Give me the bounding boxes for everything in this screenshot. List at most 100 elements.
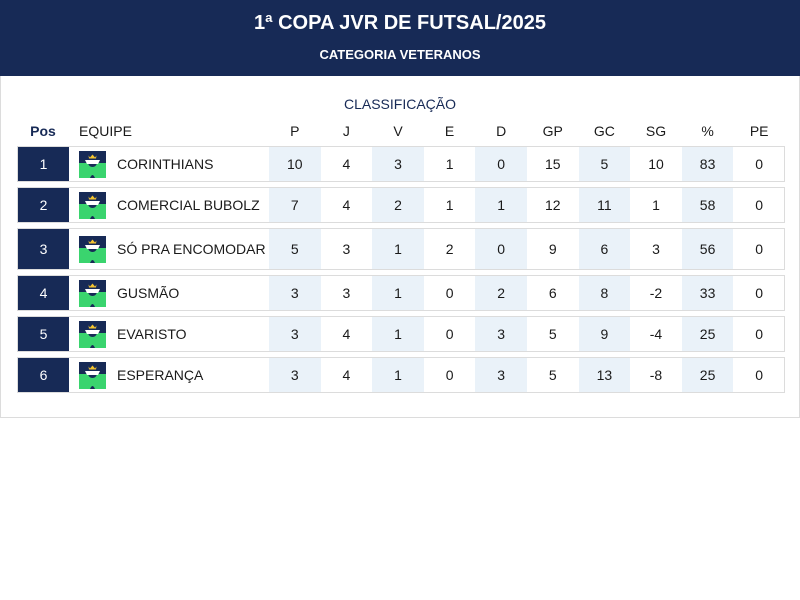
- column-header-team: EQUIPE: [79, 123, 132, 139]
- stat-cell: 0: [755, 156, 764, 172]
- position-badge: 5: [18, 317, 69, 351]
- stat-cell: 1: [445, 197, 454, 213]
- stat-cell: 15: [545, 156, 561, 172]
- table-row: 4 GUSMÃO 3 3 1 0 2 6 8 -2 33 0: [17, 275, 785, 311]
- stat-cell: 10: [648, 156, 664, 172]
- stat-cell: 6: [578, 229, 631, 269]
- stat-cell: 4: [342, 367, 351, 383]
- stat-cell: -4: [649, 326, 663, 342]
- stat-cell: 5: [548, 367, 557, 383]
- page-title: 1ª COPA JVR DE FUTSAL/2025: [254, 12, 546, 34]
- stat-cell: 5: [269, 229, 321, 269]
- stat-cell: 12: [545, 197, 561, 213]
- table-row: 3 SÓ PRA ENCOMODAR 5 3 1 2 0 9 6 3 56 0: [17, 228, 785, 270]
- stat-cell: 11: [578, 188, 631, 222]
- stat-cell: 4: [342, 197, 351, 213]
- team-name: SÓ PRA ENCOMODAR: [117, 241, 266, 257]
- stat-cell: 5: [578, 147, 631, 181]
- position-badge: 1: [18, 147, 69, 181]
- team-name: ESPERANÇA: [117, 367, 204, 383]
- column-header-stat: SG: [645, 123, 667, 139]
- stat-cell: 0: [755, 241, 764, 257]
- table-row: 2 COMERCIAL BUBOLZ 7 4 2 1 1 12 11 1 58 0: [17, 187, 785, 223]
- table-row: 1 CORINTHIANS 10 4 3 1 0 15 5 10 83 0: [17, 146, 785, 182]
- team-crest-icon: [79, 236, 106, 263]
- page-subtitle: CATEGORIA VETERANOS: [319, 47, 481, 62]
- stat-cell: 0: [755, 326, 764, 342]
- stat-cell: 2: [372, 188, 424, 222]
- stat-cell: 0: [445, 285, 454, 301]
- position-badge: 6: [18, 358, 69, 392]
- stat-cell: 4: [342, 326, 351, 342]
- stat-cell: 3: [342, 241, 351, 257]
- stat-cell: 2: [445, 241, 454, 257]
- stat-cell: 0: [475, 147, 527, 181]
- team-crest-icon: [79, 321, 106, 348]
- column-header-stat: V: [393, 123, 403, 139]
- stat-cell: 9: [578, 317, 631, 351]
- column-headers: Pos EQUIPE P J V E D GP GC SG% PE: [17, 122, 785, 140]
- stat-cell: 25: [681, 317, 734, 351]
- stat-cell: 1: [372, 317, 424, 351]
- stat-cell: 0: [475, 229, 527, 269]
- stat-cell: 83: [681, 147, 734, 181]
- team-name: EVARISTO: [117, 326, 187, 342]
- column-header-stat: E: [444, 123, 455, 139]
- stat-cell: 0: [755, 285, 764, 301]
- stat-cell: 13: [578, 358, 631, 392]
- position-badge: 4: [18, 276, 69, 310]
- team-name: GUSMÃO: [117, 285, 180, 301]
- stat-cell: 3: [342, 285, 351, 301]
- stat-cell: 1: [475, 188, 527, 222]
- column-header-stat: J: [342, 123, 350, 139]
- stat-cell: 0: [445, 326, 454, 342]
- column-header-stat: P: [290, 123, 300, 139]
- stat-cell: 1: [372, 276, 424, 310]
- stat-cell: 56: [681, 229, 734, 269]
- stat-cell: 3: [652, 241, 660, 257]
- stat-cell: 9: [548, 241, 557, 257]
- stat-cell: 1: [372, 358, 424, 392]
- stat-cell: 0: [445, 367, 454, 383]
- stat-cell: 0: [755, 367, 764, 383]
- section-title: CLASSIFICAÇÃO: [343, 96, 457, 112]
- column-header-stat: PE: [749, 123, 769, 139]
- position-badge: 3: [18, 229, 69, 269]
- stat-cell: 58: [681, 188, 734, 222]
- team-crest-icon: [79, 280, 106, 307]
- page-header: 1ª COPA JVR DE FUTSAL/2025 CATEGORIA VET…: [0, 0, 800, 76]
- stat-cell: 3: [269, 276, 321, 310]
- stat-cell: 3: [269, 317, 321, 351]
- team-name: COMERCIAL BUBOLZ: [117, 197, 260, 213]
- team-crest-icon: [79, 362, 106, 389]
- stat-cell: 8: [578, 276, 631, 310]
- column-header-stat: D: [496, 123, 507, 139]
- stat-cell: 0: [755, 197, 764, 213]
- stat-cell: 3: [269, 358, 321, 392]
- column-header-stat: GC: [593, 123, 615, 139]
- standings-panel: CLASSIFICAÇÃO Pos EQUIPE P J V E D GP GC SG% PE …: [0, 76, 800, 418]
- stat-cell: 3: [372, 147, 424, 181]
- stat-cell: 1: [652, 197, 660, 213]
- stat-cell: 6: [548, 285, 557, 301]
- stat-cell: 4: [342, 156, 351, 172]
- column-header-stat: GP: [542, 123, 563, 139]
- position-badge: 2: [18, 188, 69, 222]
- stat-cell: 7: [269, 188, 321, 222]
- stat-cell: 10: [269, 147, 321, 181]
- stat-cell: 2: [475, 276, 527, 310]
- team-crest-icon: [79, 151, 106, 178]
- stat-cell: 1: [372, 229, 424, 269]
- stat-cell: -2: [649, 285, 663, 301]
- stat-cell: 5: [548, 326, 557, 342]
- column-header-stat: %: [701, 123, 714, 139]
- column-header-pos: Pos: [30, 123, 56, 139]
- team-crest-icon: [79, 192, 106, 219]
- team-name: CORINTHIANS: [117, 156, 214, 172]
- stat-cell: -8: [649, 367, 663, 383]
- stat-cell: 3: [475, 358, 527, 392]
- stat-cell: 33: [681, 276, 734, 310]
- stat-cell: 3: [475, 317, 527, 351]
- table-row: 6 ESPERANÇA 3 4 1 0 3 5 13 -8 25 0: [17, 357, 785, 393]
- stat-cell: 25: [681, 358, 734, 392]
